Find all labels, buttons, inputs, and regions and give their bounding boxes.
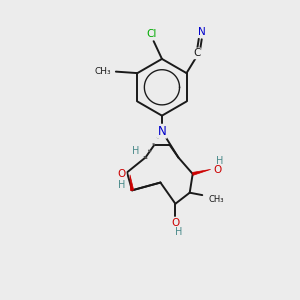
Text: N: N (199, 27, 206, 37)
Text: H: H (216, 156, 223, 166)
Text: H: H (118, 180, 125, 190)
Text: H: H (132, 146, 140, 156)
Text: O: O (118, 169, 126, 179)
Text: C: C (193, 48, 200, 59)
Polygon shape (192, 169, 211, 175)
Text: H: H (175, 227, 182, 237)
Text: N: N (158, 125, 166, 138)
Text: Cl: Cl (146, 29, 157, 39)
Text: CH₃: CH₃ (95, 67, 111, 76)
Text: O: O (213, 165, 221, 175)
Text: O: O (171, 218, 179, 228)
Text: CH₃: CH₃ (208, 195, 224, 204)
Polygon shape (130, 175, 134, 190)
